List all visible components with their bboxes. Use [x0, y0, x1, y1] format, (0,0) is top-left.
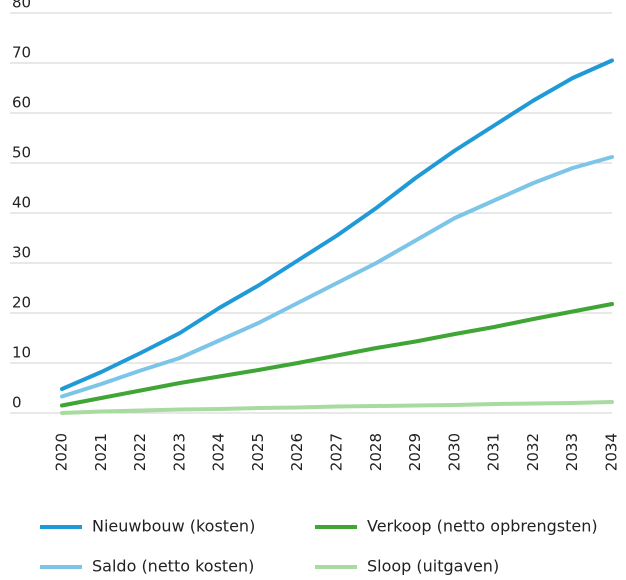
x-tick-label: 2023 [170, 433, 188, 471]
line-series [60, 400, 614, 415]
line-series [60, 155, 614, 399]
line-series [60, 58, 614, 391]
legend-label: Sloop (uitgaven) [367, 557, 499, 576]
y-tick-label: 60 [12, 94, 31, 112]
y-tick-label: 0 [12, 394, 22, 412]
x-tick-label: 2031 [485, 433, 503, 471]
x-tick-label: 2025 [249, 433, 267, 471]
y-tick-label: 30 [12, 244, 31, 262]
x-tick-label: 2022 [131, 433, 149, 471]
x-tick-label: 2030 [445, 433, 463, 471]
y-tick-label: 20 [12, 294, 31, 312]
legend-label: Verkoop (netto opbrengsten) [367, 517, 598, 536]
y-tick-label: 40 [12, 194, 31, 212]
x-tick-label: 2032 [524, 433, 542, 471]
x-tick-label: 2027 [328, 433, 346, 471]
y-tick-label: 50 [12, 144, 31, 162]
y-tick-label: 80 [12, 0, 31, 12]
line-series [60, 302, 614, 408]
x-tick-label: 2033 [563, 433, 581, 471]
y-tick-label: 70 [12, 44, 31, 62]
y-tick-label: 10 [12, 344, 31, 362]
x-tick-label: 2029 [406, 433, 424, 471]
x-tick-label: 2026 [288, 433, 306, 471]
x-tick-label: 2021 [92, 433, 110, 471]
x-tick-label: 2020 [53, 433, 71, 471]
legend-label: Saldo (netto kosten) [92, 557, 254, 576]
x-tick-label: 2028 [367, 433, 385, 471]
x-tick-label: 2034 [603, 433, 621, 471]
x-tick-label: 2024 [210, 433, 228, 471]
legend-label: Nieuwbouw (kosten) [92, 517, 255, 536]
